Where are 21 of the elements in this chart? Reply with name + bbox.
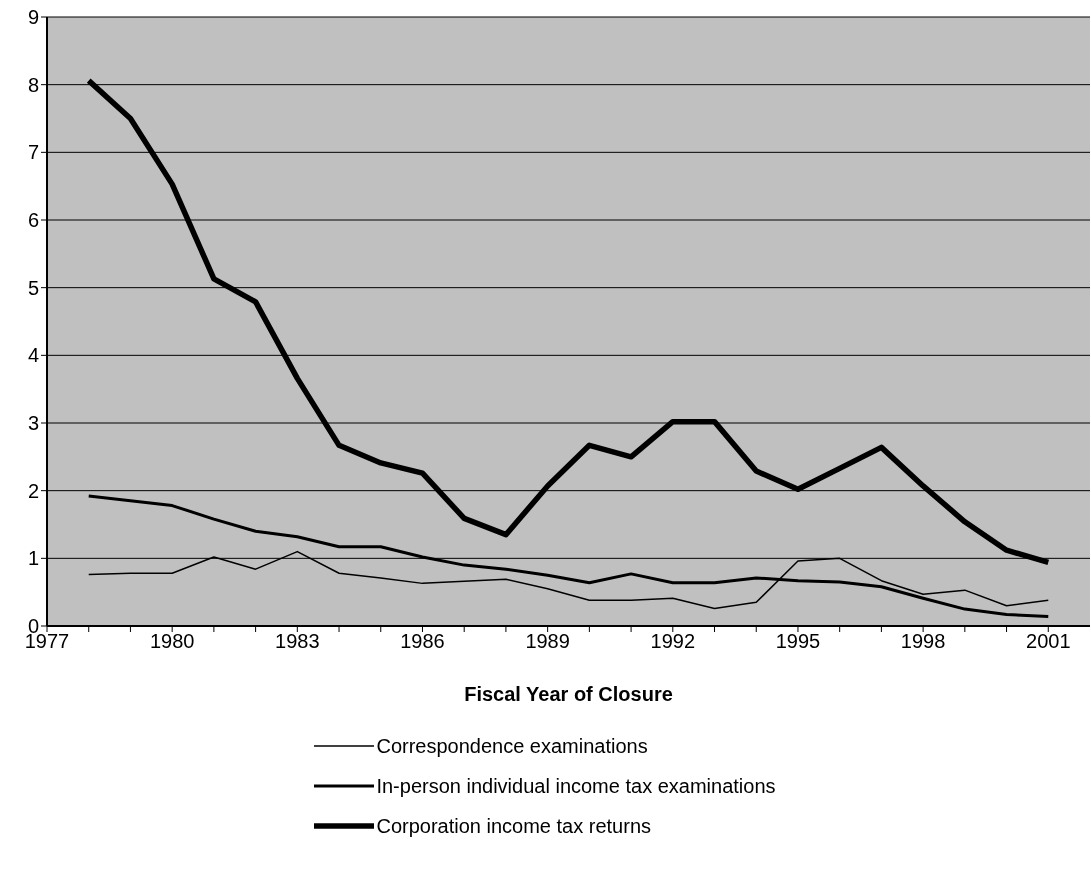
- x-tick-label: 1980: [149, 630, 195, 653]
- y-tick-label: 4: [27, 344, 39, 367]
- x-tick-label: 1992: [650, 630, 696, 653]
- x-tick-label: 1986: [400, 630, 445, 653]
- legend-label: In-person individual income tax examinations: [376, 774, 776, 798]
- x-axis-title: Fiscal Year of Closure: [464, 683, 673, 705]
- y-tick-label: 7: [27, 141, 39, 164]
- x-tick-label: 1998: [900, 630, 946, 653]
- x-tick-label: 1983: [275, 630, 320, 653]
- y-tick-label: 3: [27, 412, 39, 435]
- x-tick-label: 1995: [775, 630, 821, 653]
- x-tick-label: 1989: [525, 630, 570, 653]
- y-tick-label: 6: [27, 209, 39, 232]
- y-tick-label: 1: [27, 547, 39, 570]
- y-tick-label: 8: [27, 73, 39, 96]
- y-tick-label: 2: [27, 479, 39, 502]
- x-tick-label: 2001: [1026, 630, 1071, 653]
- legend-label: Corporation income tax returns: [376, 814, 652, 838]
- y-tick-label: 9: [27, 6, 39, 29]
- legend-label: Correspondence examinations: [376, 734, 648, 758]
- y-tick-label: 5: [27, 276, 39, 299]
